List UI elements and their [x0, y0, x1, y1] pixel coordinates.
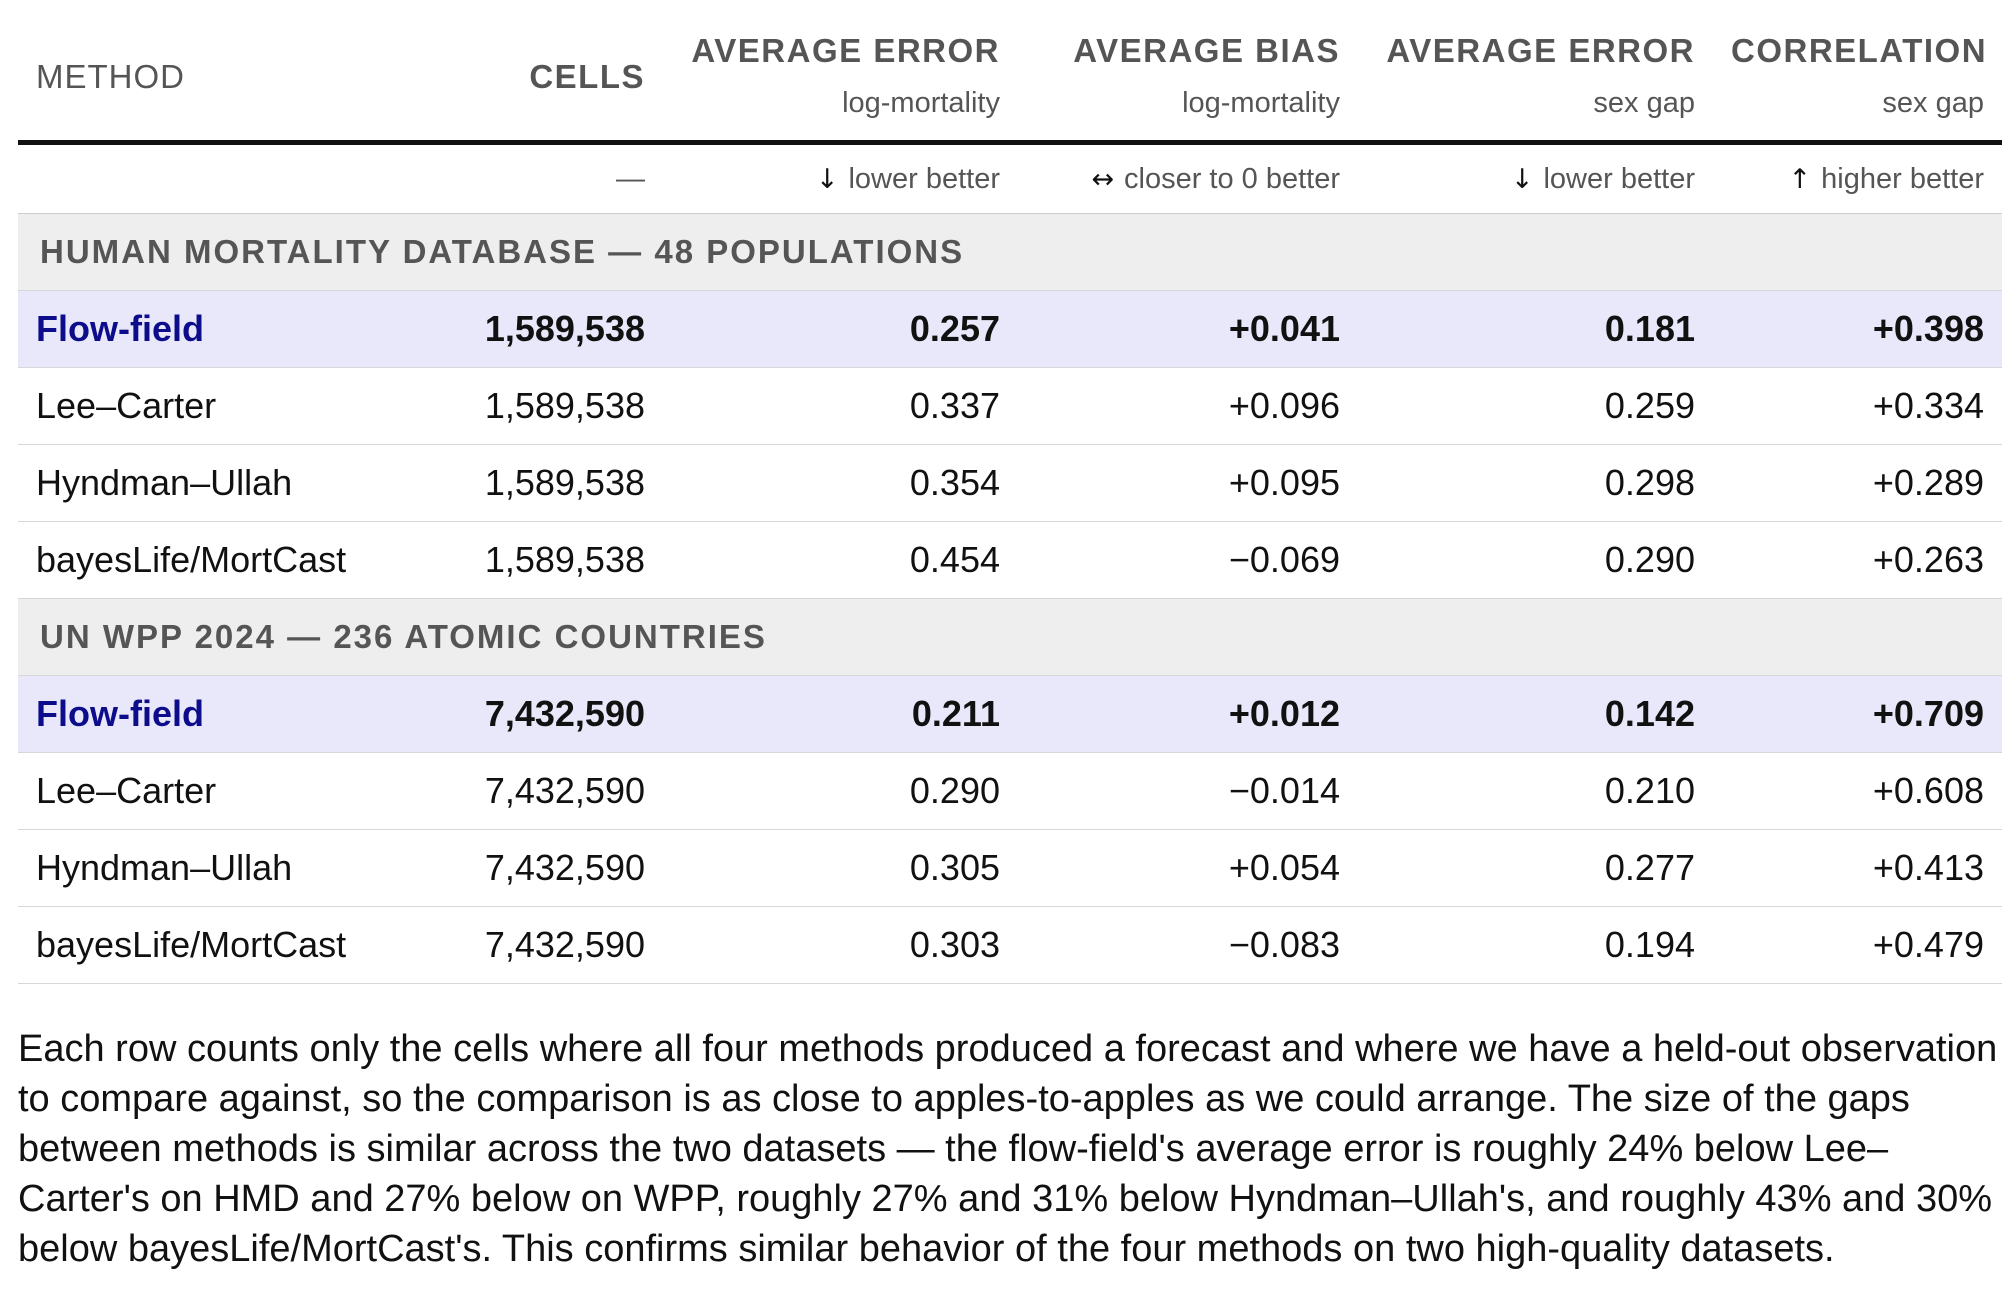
- table-header-row: METHOD CELLS AVERAGE ERROR log-mortality…: [18, 0, 2002, 145]
- sex-gap-error-cell: 0.181: [1358, 290, 1713, 368]
- section-title: HUMAN MORTALITY DATABASE — 48 POPULATION…: [18, 213, 2002, 291]
- correlation-cell: +0.479: [1713, 906, 2002, 984]
- method-cell: Lee–Carter: [18, 367, 418, 445]
- sex-gap-error-cell: 0.277: [1358, 829, 1713, 907]
- method-cell: Flow-field: [18, 675, 418, 753]
- average-error-cell: 0.303: [663, 906, 1018, 984]
- section-header-hmd: HUMAN MORTALITY DATABASE — 48 POPULATION…: [18, 213, 2002, 291]
- average-error-cell: 0.290: [663, 752, 1018, 830]
- average-bias-cell: +0.095: [1018, 444, 1358, 522]
- col-header-method: METHOD: [18, 0, 418, 145]
- direction-cell-method: [18, 142, 418, 214]
- direction-cell-cells: —: [418, 142, 663, 214]
- average-error-cell: 0.354: [663, 444, 1018, 522]
- correlation-cell: +0.398: [1713, 290, 2002, 368]
- arrow-down-icon: ↓: [1510, 163, 1534, 195]
- cells-cell: 1,589,538: [418, 521, 663, 599]
- table-row: Lee–Carter 1,589,538 0.337 +0.096 0.259 …: [18, 367, 2002, 445]
- method-cell: bayesLife/MortCast: [18, 521, 418, 599]
- average-error-cell: 0.257: [663, 290, 1018, 368]
- sex-gap-error-cell: 0.210: [1358, 752, 1713, 830]
- direction-row: — ↓ lower better ↔ closer to 0 better ↓ low…: [18, 142, 2002, 214]
- table-row: Lee–Carter 7,432,590 0.290 −0.014 0.210 …: [18, 752, 2002, 830]
- average-bias-cell: −0.069: [1018, 521, 1358, 599]
- correlation-cell: +0.263: [1713, 521, 2002, 599]
- table-row: Flow-field 1,589,538 0.257 +0.041 0.181 …: [18, 290, 2002, 368]
- average-bias-cell: −0.014: [1018, 752, 1358, 830]
- col-header-average-bias-log: AVERAGE BIAS log-mortality: [1018, 0, 1358, 145]
- sex-gap-error-cell: 0.259: [1358, 367, 1713, 445]
- section-title: UN WPP 2024 — 236 ATOMIC COUNTRIES: [18, 598, 2002, 676]
- sex-gap-error-cell: 0.298: [1358, 444, 1713, 522]
- table-row: bayesLife/MortCast 7,432,590 0.303 −0.08…: [18, 906, 2002, 984]
- correlation-cell: +0.709: [1713, 675, 2002, 753]
- table-footnote: Each row counts only the cells where all…: [18, 1028, 1998, 1270]
- sex-gap-error-cell: 0.142: [1358, 675, 1713, 753]
- cells-cell: 1,589,538: [418, 444, 663, 522]
- col-header-cells: CELLS: [418, 0, 663, 145]
- arrow-down-icon: ↓: [815, 163, 839, 195]
- direction-cell-average-error-sex-gap: ↓ lower better: [1358, 142, 1713, 214]
- average-bias-cell: +0.041: [1018, 290, 1358, 368]
- col-header-average-error-sex-gap: AVERAGE ERROR sex gap: [1358, 0, 1713, 145]
- correlation-cell: +0.289: [1713, 444, 2002, 522]
- arrow-up-icon: ↑: [1788, 163, 1812, 195]
- cells-cell: 7,432,590: [418, 675, 663, 753]
- average-error-cell: 0.305: [663, 829, 1018, 907]
- sex-gap-error-cell: 0.290: [1358, 521, 1713, 599]
- sex-gap-error-cell: 0.194: [1358, 906, 1713, 984]
- results-table: METHOD CELLS AVERAGE ERROR log-mortality…: [18, 0, 2002, 984]
- method-cell: Flow-field: [18, 290, 418, 368]
- cells-cell: 7,432,590: [418, 906, 663, 984]
- table-row: Flow-field 7,432,590 0.211 +0.012 0.142 …: [18, 675, 2002, 753]
- correlation-cell: +0.608: [1713, 752, 2002, 830]
- method-cell: Hyndman–Ullah: [18, 444, 418, 522]
- direction-cell-average-bias-log: ↔ closer to 0 better: [1018, 142, 1358, 214]
- arrow-left-right-icon: ↔: [1091, 163, 1114, 195]
- table-row: Hyndman–Ullah 1,589,538 0.354 +0.095 0.2…: [18, 444, 2002, 522]
- direction-cell-average-error-log: ↓ lower better: [663, 142, 1018, 214]
- average-error-cell: 0.211: [663, 675, 1018, 753]
- average-bias-cell: +0.054: [1018, 829, 1358, 907]
- results-table-container: METHOD CELLS AVERAGE ERROR log-mortality…: [18, 0, 2002, 984]
- cells-cell: 1,589,538: [418, 290, 663, 368]
- average-error-cell: 0.454: [663, 521, 1018, 599]
- table-row: Hyndman–Ullah 7,432,590 0.305 +0.054 0.2…: [18, 829, 2002, 907]
- cells-cell: 1,589,538: [418, 367, 663, 445]
- method-cell: Lee–Carter: [18, 752, 418, 830]
- correlation-cell: +0.334: [1713, 367, 2002, 445]
- average-bias-cell: +0.096: [1018, 367, 1358, 445]
- correlation-cell: +0.413: [1713, 829, 2002, 907]
- average-bias-cell: +0.012: [1018, 675, 1358, 753]
- col-header-correlation-sex-gap: CORRELATION sex gap: [1713, 0, 2002, 145]
- cells-cell: 7,432,590: [418, 829, 663, 907]
- col-header-average-error-log: AVERAGE ERROR log-mortality: [663, 0, 1018, 145]
- direction-cell-correlation-sex-gap: ↑ higher better: [1713, 142, 2002, 214]
- average-error-cell: 0.337: [663, 367, 1018, 445]
- method-cell: Hyndman–Ullah: [18, 829, 418, 907]
- cells-cell: 7,432,590: [418, 752, 663, 830]
- section-header-wpp: UN WPP 2024 — 236 ATOMIC COUNTRIES: [18, 598, 2002, 676]
- average-bias-cell: −0.083: [1018, 906, 1358, 984]
- method-cell: bayesLife/MortCast: [18, 906, 418, 984]
- table-row: bayesLife/MortCast 1,589,538 0.454 −0.06…: [18, 521, 2002, 599]
